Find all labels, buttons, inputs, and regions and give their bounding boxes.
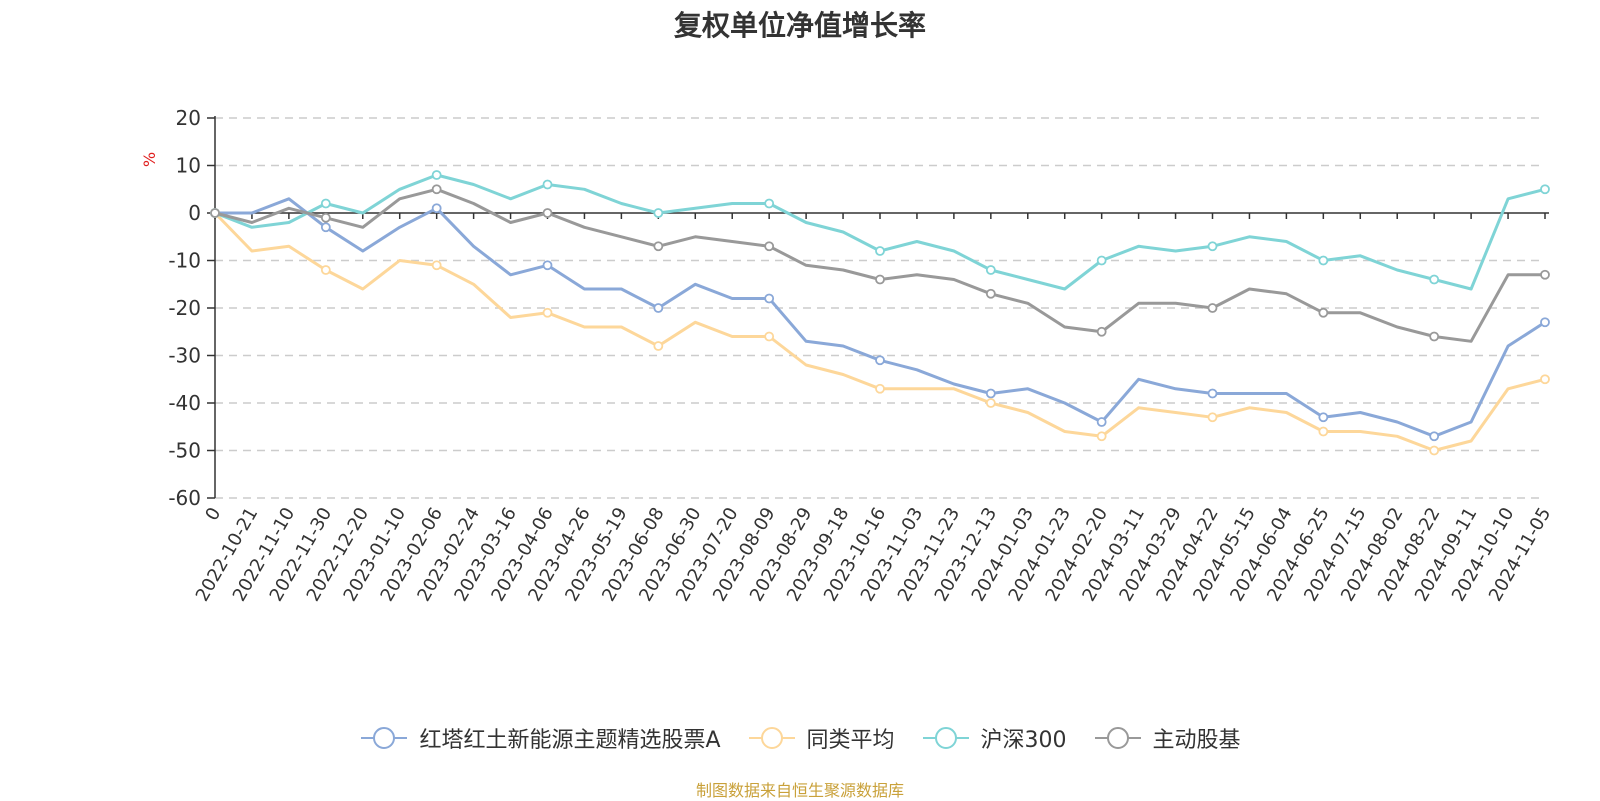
y-tick-label: -50 xyxy=(168,439,201,463)
data-point xyxy=(1429,431,1440,442)
grid-lines xyxy=(215,117,1545,499)
data-point xyxy=(1096,326,1107,337)
data-point xyxy=(210,208,220,218)
legend-line-circle-icon xyxy=(748,727,795,749)
data-point xyxy=(1318,255,1329,266)
legend-line-circle-icon xyxy=(361,727,408,749)
legend-line-circle-icon xyxy=(1094,727,1141,749)
axes xyxy=(207,116,1549,499)
legend-item[interactable]: 红塔红土新能源主题精选股票A xyxy=(359,722,721,754)
data-point xyxy=(1318,412,1329,423)
data-point xyxy=(1096,431,1107,442)
data-point xyxy=(1318,426,1329,437)
data-point xyxy=(1096,417,1107,427)
data-point xyxy=(985,288,996,299)
series-line-3 xyxy=(214,187,1545,343)
data-point xyxy=(1540,317,1550,328)
data-point xyxy=(1207,241,1218,252)
data-point xyxy=(1207,388,1218,399)
series-lines xyxy=(210,170,1550,456)
data-point xyxy=(542,179,553,190)
data-point xyxy=(542,260,553,271)
data-point xyxy=(431,260,442,271)
data-source-note: 制图数据来自恒生聚源数据库 xyxy=(695,781,904,800)
legend-label: 沪深300 xyxy=(980,728,1067,753)
data-point xyxy=(542,208,553,218)
data-point xyxy=(985,265,996,275)
data-point xyxy=(431,184,442,195)
data-point xyxy=(1540,184,1550,195)
data-point xyxy=(764,293,775,304)
data-point xyxy=(1429,445,1440,456)
data-point xyxy=(431,203,442,214)
data-point xyxy=(1540,269,1550,280)
data-point xyxy=(1429,331,1440,342)
data-point xyxy=(875,246,885,256)
data-point xyxy=(1096,255,1107,266)
legend-label: 红塔红土新能源主题精选股票A xyxy=(419,728,721,753)
legend-item[interactable]: 主动股基 xyxy=(1093,722,1241,754)
data-point xyxy=(653,208,664,218)
data-point xyxy=(542,307,553,318)
series-line-0 xyxy=(215,197,1546,438)
y-tick-label: 0 xyxy=(188,201,201,225)
data-point xyxy=(1318,307,1329,318)
chart-title: 复权单位净值增长率 xyxy=(673,9,926,42)
data-point xyxy=(653,241,664,252)
data-point xyxy=(320,265,331,275)
legend: 红塔红土新能源主题精选股票A 同类平均 沪深300 主动股基 xyxy=(0,722,1600,754)
y-tick-label: 20 xyxy=(176,106,201,130)
y-tick-label: -40 xyxy=(168,391,201,415)
y-tick-label: -10 xyxy=(168,249,201,273)
line-chart: 20100-10-20-30-40-50-60%02022-10-212022-… xyxy=(140,106,1555,605)
data-point xyxy=(1540,374,1550,385)
data-point xyxy=(320,198,331,209)
data-point xyxy=(320,222,331,233)
legend-label: 主动股基 xyxy=(1152,728,1241,753)
data-point xyxy=(764,198,775,209)
legend-item[interactable]: 沪深300 xyxy=(921,722,1067,754)
y-axis-unit-label: % xyxy=(140,152,159,167)
data-point xyxy=(1429,274,1440,285)
y-tick-label: -60 xyxy=(168,486,201,510)
data-point xyxy=(653,341,664,351)
legend-line-circle-icon xyxy=(922,727,969,749)
legend-item[interactable]: 同类平均 xyxy=(747,722,895,754)
data-point xyxy=(764,241,775,252)
x-tick-label: 0 xyxy=(201,504,225,524)
data-point xyxy=(320,212,331,223)
data-point xyxy=(764,331,775,342)
data-point xyxy=(875,274,885,285)
data-point xyxy=(431,170,442,180)
data-point xyxy=(985,388,996,399)
data-point xyxy=(1207,412,1218,423)
series-line-2 xyxy=(214,173,1546,291)
data-point xyxy=(653,303,664,313)
legend-label: 同类平均 xyxy=(806,728,895,753)
data-point xyxy=(1207,303,1218,313)
data-point xyxy=(875,355,885,366)
y-tick-label: 10 xyxy=(176,154,201,178)
data-point xyxy=(985,398,996,408)
data-point xyxy=(875,383,885,394)
y-tick-label: -20 xyxy=(168,296,201,320)
y-tick-label: -30 xyxy=(168,344,201,368)
